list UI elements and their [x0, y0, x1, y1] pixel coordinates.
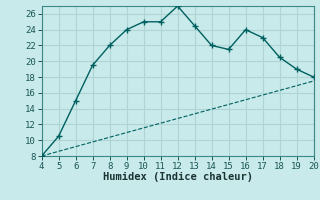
- X-axis label: Humidex (Indice chaleur): Humidex (Indice chaleur): [103, 172, 252, 182]
